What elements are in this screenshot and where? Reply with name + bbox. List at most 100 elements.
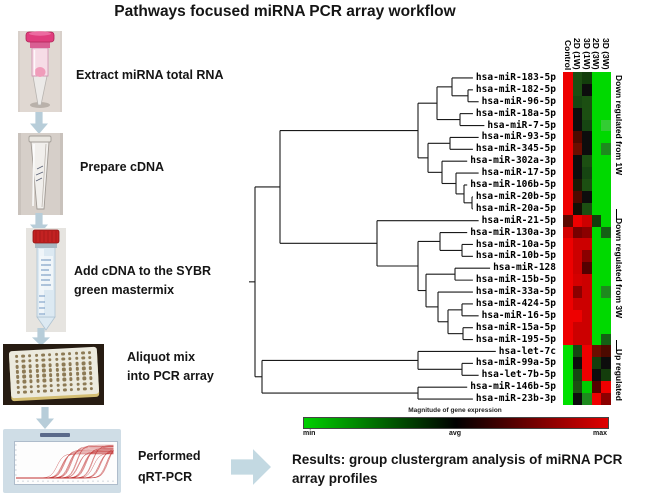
gene-label: hsa-miR-18a-5p bbox=[475, 107, 556, 119]
plate-well bbox=[29, 384, 34, 389]
heat-cell bbox=[582, 309, 592, 322]
plate-well bbox=[36, 384, 40, 389]
heat-cell bbox=[591, 95, 601, 108]
heat-cell bbox=[563, 107, 573, 120]
legend-bar bbox=[303, 417, 609, 429]
heat-cell bbox=[582, 155, 592, 168]
gene-label: hsa-miR-182-5p bbox=[475, 83, 556, 95]
plate-well bbox=[29, 389, 34, 394]
heat-cell bbox=[563, 202, 573, 215]
heat-cell bbox=[563, 369, 573, 382]
plate-well bbox=[81, 351, 85, 355]
heat-cell bbox=[591, 238, 601, 251]
heat-cell bbox=[601, 226, 611, 239]
plate-well bbox=[27, 353, 32, 358]
plate-well bbox=[61, 352, 65, 356]
section-label: Up regulated bbox=[614, 348, 624, 401]
section-label: Down regulated from 3W bbox=[614, 217, 624, 318]
heat-cell bbox=[582, 143, 592, 156]
plate-well bbox=[35, 368, 40, 373]
step-mastermix-label: Add cDNA to the SYBR green mastermix bbox=[74, 264, 212, 297]
heat-cell bbox=[601, 107, 611, 120]
plate-well bbox=[61, 357, 66, 362]
heat-cell bbox=[572, 179, 582, 191]
plate-well bbox=[54, 352, 59, 357]
pcr-plate-photo bbox=[3, 344, 104, 405]
plate-well bbox=[41, 353, 45, 357]
gene-label: hsa-miR-33a-5p bbox=[475, 286, 556, 298]
col-label: 2D (1W) bbox=[572, 38, 583, 70]
plate-well bbox=[62, 377, 67, 382]
heat-cell bbox=[601, 333, 611, 346]
heat-cell bbox=[563, 262, 573, 275]
plate-well bbox=[28, 359, 32, 363]
heat-cell bbox=[572, 309, 582, 322]
plate-well bbox=[69, 387, 74, 392]
heat-cell bbox=[563, 250, 573, 263]
plate-well bbox=[54, 357, 59, 362]
heat-cell bbox=[572, 274, 582, 287]
heat-cell bbox=[572, 131, 582, 144]
heat-cell bbox=[582, 321, 592, 334]
heat-cell bbox=[563, 131, 573, 144]
plate-well bbox=[76, 382, 80, 386]
plate-well bbox=[21, 354, 25, 359]
heat-cell bbox=[582, 226, 592, 239]
plate-well bbox=[28, 374, 33, 379]
plate-well bbox=[88, 361, 93, 365]
plate-well bbox=[49, 388, 54, 393]
plate-well bbox=[81, 356, 86, 361]
heat-cell bbox=[582, 274, 592, 287]
section-tick bbox=[616, 339, 618, 351]
heat-cell bbox=[572, 190, 582, 203]
gene-label: hsa-miR-146b-5p bbox=[470, 381, 556, 393]
heat-cell bbox=[601, 119, 611, 132]
heat-cell bbox=[591, 72, 601, 84]
right-arrow-icon bbox=[231, 449, 271, 485]
heat-cell bbox=[572, 119, 582, 132]
plate-well bbox=[48, 368, 53, 373]
heat-cell bbox=[582, 238, 592, 251]
heat-cell bbox=[563, 179, 573, 191]
plate-well bbox=[75, 377, 80, 381]
mastermix-tube-photo bbox=[26, 228, 66, 332]
plate-well bbox=[81, 366, 86, 371]
heat-cell bbox=[601, 262, 611, 275]
heat-cell bbox=[582, 297, 592, 310]
legend-avg-label: avg bbox=[448, 430, 462, 437]
heat-cell bbox=[582, 345, 592, 358]
plate-well bbox=[68, 372, 73, 377]
page-title: Pathways focused miRNA PCR array workflo… bbox=[114, 3, 456, 20]
plate-well bbox=[34, 353, 39, 358]
step-extract-label: Extract miRNA total RNA bbox=[76, 68, 224, 82]
gene-label: hsa-miR-17-5p bbox=[481, 167, 556, 179]
plate-well bbox=[67, 351, 72, 356]
heat-cell bbox=[582, 190, 592, 203]
heat-cell bbox=[591, 357, 601, 370]
heat-cell bbox=[591, 226, 601, 239]
gene-label: hsa-miR-10b-5p bbox=[475, 250, 556, 262]
heat-cell bbox=[582, 214, 592, 227]
heat-cell bbox=[591, 250, 601, 263]
plate-well bbox=[82, 381, 87, 386]
heat-cell bbox=[563, 309, 573, 322]
plate-well bbox=[15, 375, 20, 379]
col-label: 3D (3W) bbox=[600, 38, 611, 70]
heat-cell bbox=[563, 274, 573, 287]
heat-cell bbox=[572, 250, 582, 263]
heat-cell bbox=[601, 155, 611, 168]
heat-cell bbox=[601, 274, 611, 287]
qpcr-plot-title bbox=[40, 433, 70, 437]
heatmap bbox=[563, 72, 611, 405]
heat-cell bbox=[572, 72, 582, 84]
plate-well bbox=[49, 378, 53, 383]
plate-well bbox=[62, 372, 66, 377]
heat-cell bbox=[582, 167, 592, 180]
heat-cell bbox=[601, 202, 611, 215]
heat-cell bbox=[572, 202, 582, 215]
heat-cell bbox=[582, 381, 592, 394]
plate-well bbox=[35, 374, 40, 378]
plate-well bbox=[69, 377, 73, 382]
plate-well bbox=[81, 361, 86, 366]
plate-well bbox=[22, 374, 27, 379]
